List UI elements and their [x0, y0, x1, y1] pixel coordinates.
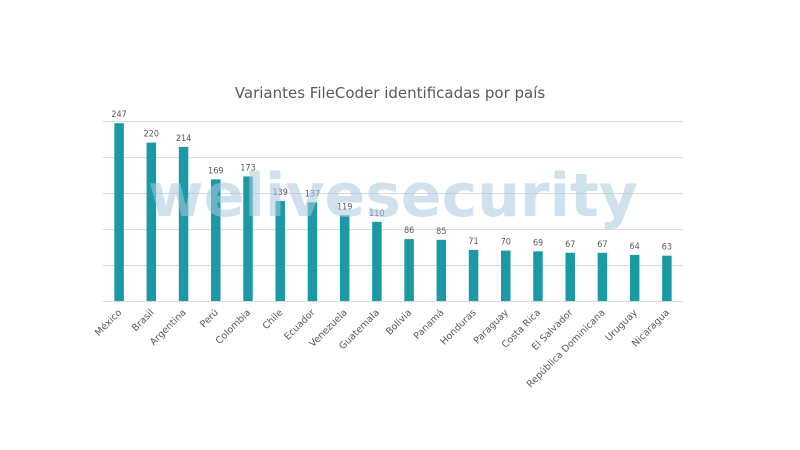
bar-0 [114, 123, 124, 301]
bar-11 [468, 249, 479, 301]
data-label-10: 85 [436, 227, 446, 237]
bar-13 [533, 251, 543, 301]
bar-6 [307, 202, 318, 301]
data-label-11: 71 [468, 237, 478, 247]
data-label-3: 169 [208, 166, 223, 176]
bar-1 [146, 142, 157, 301]
bar-2 [178, 146, 189, 301]
bar-3 [211, 179, 221, 301]
data-label-13: 69 [533, 238, 543, 248]
data-label-2: 214 [176, 134, 191, 144]
data-label-15: 67 [597, 240, 607, 250]
data-labels: 247 220 214 169 173 139 137 119 110 86 85 71 70 69 67 6… [111, 110, 672, 252]
bar-14 [565, 252, 575, 301]
data-label-9: 86 [404, 226, 414, 236]
bar-9 [404, 239, 414, 301]
bar-4 [243, 176, 253, 301]
gridlines [103, 121, 683, 302]
x-tick-label-0: México [93, 307, 124, 338]
x-tick-label-9: Bolivia [384, 307, 414, 337]
data-label-0: 247 [111, 110, 126, 120]
bar-7 [339, 215, 350, 301]
watermark-text: welivesecurity [148, 161, 638, 231]
data-label-16: 64 [630, 242, 640, 252]
data-label-5: 139 [272, 188, 287, 198]
bar-12 [501, 250, 511, 301]
bar-10 [436, 239, 447, 301]
data-label-7: 119 [337, 202, 352, 212]
bar-5 [275, 200, 285, 301]
data-label-8: 110 [369, 209, 384, 219]
data-label-17: 63 [662, 243, 672, 253]
x-tick-label-1: Brasil [130, 307, 157, 334]
x-tick-label-3: Perú [198, 307, 221, 330]
bar-8 [372, 221, 382, 301]
bar-15 [597, 252, 608, 301]
data-label-1: 220 [144, 130, 159, 140]
bar-16 [629, 254, 640, 301]
x-tick-label-4: Colombia [214, 307, 253, 346]
data-label-6: 137 [305, 189, 320, 199]
x-tick-label-5: Chile [261, 307, 286, 332]
data-label-14: 67 [565, 240, 575, 250]
data-label-4: 173 [240, 163, 255, 173]
bars [114, 123, 672, 301]
bar-17 [662, 255, 672, 301]
chart-title: Variantes FileCoder identificadas por pa… [235, 84, 546, 102]
data-label-12: 70 [501, 238, 511, 248]
